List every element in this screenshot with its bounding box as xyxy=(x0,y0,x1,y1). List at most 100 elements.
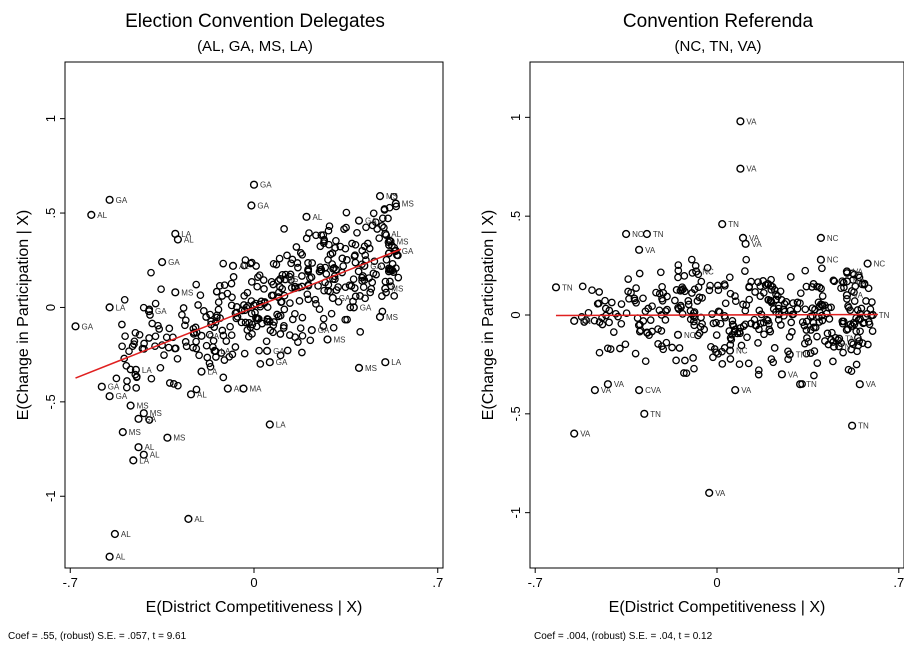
data-point xyxy=(605,318,613,327)
data-point xyxy=(263,346,272,356)
x-tick-label: .7 xyxy=(432,575,443,590)
data-point xyxy=(736,117,745,126)
data-point xyxy=(184,514,193,524)
data-point xyxy=(273,310,281,319)
data-point xyxy=(741,306,750,315)
data-point xyxy=(288,255,297,264)
y-tick-label: -1 xyxy=(508,507,523,519)
data-point xyxy=(689,312,698,320)
data-point xyxy=(130,340,138,349)
data-point xyxy=(784,355,792,364)
point-label: VA xyxy=(853,291,864,300)
data-point xyxy=(328,260,337,268)
data-point xyxy=(754,366,763,375)
data-point xyxy=(389,192,398,201)
y-tick-label: .5 xyxy=(43,208,58,219)
data-point xyxy=(227,301,236,310)
data-point xyxy=(706,281,714,290)
point-label: LA xyxy=(276,421,286,430)
data-point xyxy=(255,346,263,355)
data-point xyxy=(800,321,809,330)
data-point xyxy=(824,303,833,312)
regression-note: Coef = .004, (robust) S.E. = .04, t = 0.… xyxy=(534,631,713,642)
data-point xyxy=(121,332,129,341)
data-point xyxy=(712,331,721,339)
data-point xyxy=(120,354,129,363)
point-label: GA xyxy=(257,202,269,211)
data-point xyxy=(764,316,772,325)
data-point xyxy=(720,312,729,320)
data-point xyxy=(321,263,330,272)
data-point xyxy=(767,275,775,284)
data-point xyxy=(838,317,847,326)
data-point xyxy=(375,312,385,322)
data-point xyxy=(303,290,312,299)
data-point xyxy=(97,382,106,391)
point-label: AL xyxy=(313,213,323,222)
data-point xyxy=(223,289,232,298)
data-point xyxy=(729,322,738,330)
data-point xyxy=(742,255,751,264)
data-point xyxy=(662,338,671,347)
data-point xyxy=(770,344,779,352)
data-point xyxy=(769,358,778,367)
point-label: TN xyxy=(840,343,851,352)
point-label: VA xyxy=(752,240,763,249)
data-point xyxy=(718,220,727,229)
x-tick-label: 0 xyxy=(713,575,720,590)
data-point xyxy=(801,266,810,275)
data-point xyxy=(709,353,717,362)
y-axis-label: E(Change in Participation | X) xyxy=(480,210,497,420)
data-point xyxy=(274,312,283,321)
data-point xyxy=(298,348,306,357)
data-point xyxy=(712,318,720,327)
data-point xyxy=(269,259,278,268)
data-point xyxy=(830,277,839,286)
data-point xyxy=(296,324,305,333)
data-point xyxy=(280,291,289,300)
data-point xyxy=(796,289,805,298)
data-point xyxy=(813,359,822,367)
point-label: MS xyxy=(402,200,414,209)
point-label: NC xyxy=(684,331,696,340)
data-point xyxy=(259,276,268,284)
data-point xyxy=(817,284,825,293)
data-point xyxy=(747,319,755,328)
data-point xyxy=(663,292,671,301)
data-point xyxy=(727,335,736,344)
data-point xyxy=(821,337,829,345)
data-point xyxy=(182,342,191,351)
data-point xyxy=(816,255,826,264)
data-point xyxy=(668,343,676,352)
data-point xyxy=(248,320,257,329)
data-point xyxy=(294,263,302,272)
data-point xyxy=(220,281,229,290)
data-point xyxy=(214,305,223,314)
data-point xyxy=(254,273,262,281)
data-point xyxy=(145,416,154,424)
data-point xyxy=(616,344,624,353)
labeled-points: GAALGALALAALGAGAALMSMSGAALMSGAMSMSLAMSMS… xyxy=(71,180,414,562)
data-point xyxy=(795,380,805,389)
data-point xyxy=(708,310,716,318)
data-point xyxy=(302,234,311,243)
data-point xyxy=(105,195,114,204)
data-point xyxy=(232,303,241,311)
data-point xyxy=(731,297,740,306)
data-point xyxy=(570,429,579,438)
point-label: TN xyxy=(845,335,856,344)
data-point xyxy=(146,311,154,319)
data-point xyxy=(658,282,666,291)
data-point xyxy=(690,364,698,373)
data-point xyxy=(215,281,224,290)
y-tick-label: 1 xyxy=(508,114,523,121)
data-point xyxy=(856,327,864,336)
data-point xyxy=(298,250,307,259)
data-point xyxy=(128,342,137,351)
data-point xyxy=(192,385,201,394)
data-point xyxy=(741,267,749,275)
data-point xyxy=(851,282,860,291)
data-point xyxy=(343,315,351,324)
data-point xyxy=(624,275,633,283)
x-tick-label: -.7 xyxy=(528,575,543,590)
